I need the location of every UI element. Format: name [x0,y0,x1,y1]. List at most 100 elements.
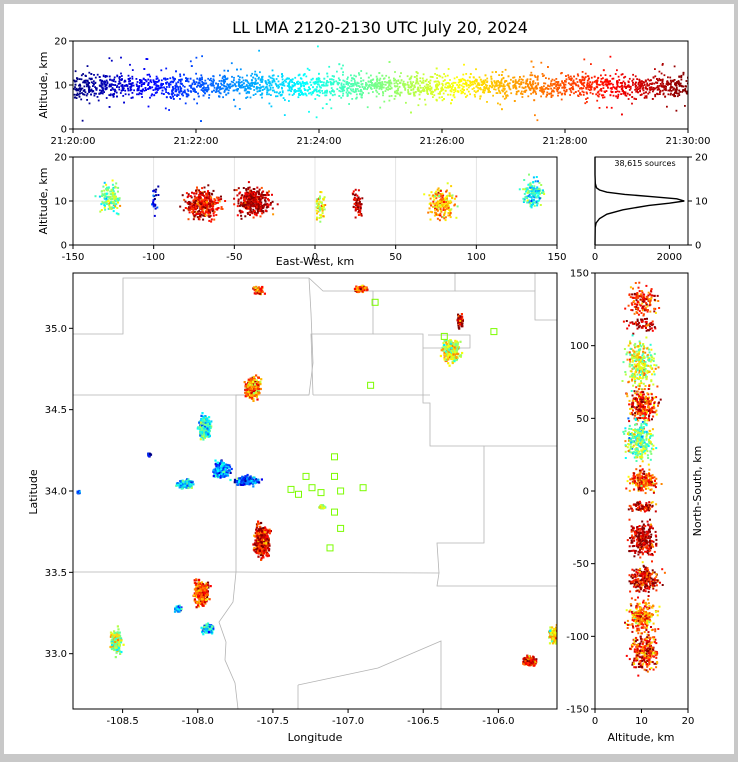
source-point [451,83,453,85]
source-point [169,77,171,79]
source-point [187,89,189,91]
source-point [308,93,310,95]
source-point [238,187,240,189]
source-point [182,194,184,196]
source-point [346,78,348,80]
source-point [180,87,182,89]
source-point [388,80,390,82]
source-point [128,78,130,80]
source-point [205,87,207,89]
source-point [115,182,117,184]
source-point [81,78,83,80]
source-point [165,108,167,110]
source-point [143,82,145,84]
source-point [664,85,666,87]
source-point [257,91,259,93]
source-point [237,75,239,77]
source-point [454,96,456,98]
source-point [278,81,280,83]
source-point [416,82,418,84]
source-point [465,96,467,98]
source-point [387,86,389,88]
source-point [114,77,116,79]
source-point [103,190,105,192]
source-point [514,100,516,102]
source-point [480,79,482,81]
source-point [486,85,488,87]
source-point [200,74,202,76]
source-point [528,174,530,176]
source-point [414,76,416,78]
source-point [305,93,307,95]
x-tick-label: 0 [592,252,598,263]
source-point [121,85,123,87]
source-point [141,96,143,98]
source-point [401,92,403,94]
source-point [153,89,155,91]
source-point [155,92,157,94]
source-point [557,82,559,84]
source-point [641,80,643,82]
source-point [287,90,289,92]
source-point [113,207,115,209]
source-point [410,89,412,91]
source-point [550,88,552,90]
source-point [606,81,608,83]
source-point [615,91,617,93]
source-point [383,101,385,103]
source-point [254,292,256,294]
source-point [568,76,570,78]
source-point [253,217,255,219]
source-point [461,92,463,94]
source-point [501,78,503,80]
source-point [211,200,213,202]
source-point [322,204,324,206]
source-point [111,79,113,81]
source-point [123,102,125,104]
source-point [288,84,290,86]
source-point [284,85,286,87]
source-point [261,76,263,78]
source-point [531,190,533,192]
source-point [283,97,285,99]
source-point [385,90,387,92]
source-point [355,98,357,100]
source-point [424,99,426,101]
x-tick-label: 21:28:00 [543,136,588,147]
source-point [578,90,580,92]
source-point [284,114,286,116]
source-point [561,80,563,82]
source-point [350,74,352,76]
source-point [261,212,263,214]
source-point [683,74,685,76]
source-point [357,88,359,90]
source-point [84,89,86,91]
source-point [298,96,300,98]
source-point [474,96,476,98]
source-point [125,93,127,95]
source-point [322,212,324,214]
source-point [298,94,300,96]
source-point [594,76,596,78]
source-point [101,83,103,85]
source-point [162,90,164,92]
source-point [519,188,521,190]
source-point [74,86,76,88]
source-point [309,69,311,71]
source-point [344,80,346,82]
source-point [551,80,553,82]
source-point [109,57,111,59]
source-point [577,81,579,83]
source-point [241,194,243,196]
source-point [233,198,235,200]
source-point [605,74,607,76]
source-point [202,215,204,217]
source-point [654,68,656,70]
source-point [129,80,131,82]
source-point [450,185,452,187]
source-point [278,93,280,95]
source-point [260,288,262,290]
source-point [86,99,88,101]
source-point [455,90,457,92]
